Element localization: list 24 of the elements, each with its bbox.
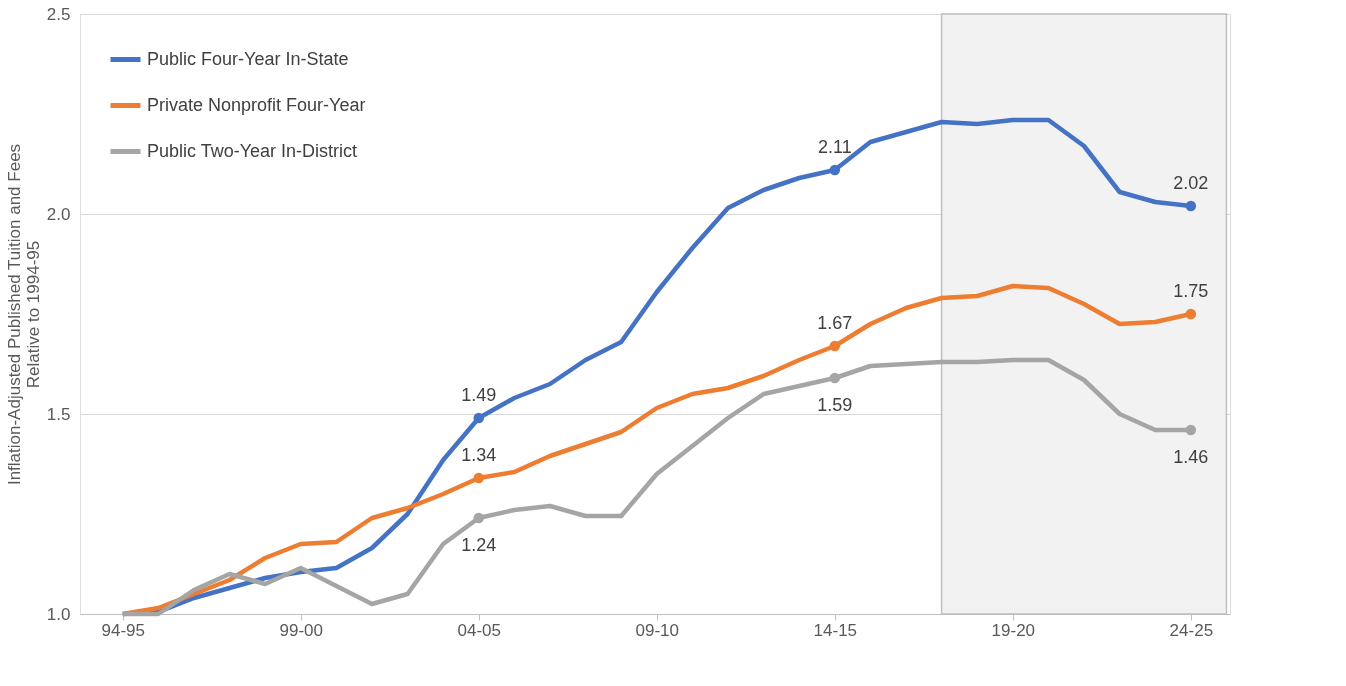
annotation: 1.34 [461,445,497,465]
x-tick-label: 19-20 [991,620,1036,640]
annotation: 2.02 [1173,173,1209,193]
y-tick-label: 1.0 [46,604,71,624]
x-tick-label: 99-00 [279,620,323,640]
x-tick-label: 09-10 [635,620,680,640]
legend-label: Public Two-Year In-District [147,140,358,161]
annotation: 1.24 [461,535,497,555]
x-tick-label: 24-25 [1169,620,1214,640]
y-axis-title: Inflation-Adjusted Published Tuition and Fees Relative to 1994-95 [4,143,43,486]
x-tick-label: 14-15 [813,620,858,640]
annotation: 1.49 [461,385,497,405]
annotation: 2.11 [817,137,852,157]
x-tick-label: 04-05 [457,620,501,640]
annotation: 1.67 [817,313,853,333]
x-tick-label: 94-95 [101,620,145,640]
y-tick-label: 1.5 [46,404,71,424]
y-tick-label: 2.0 [46,204,71,224]
annotation: 1.59 [817,395,853,415]
annotation: 1.75 [1173,281,1209,301]
annotation: 1.46 [1173,447,1209,467]
legend-label: Private Nonprofit Four-Year [147,94,366,115]
legend-label: Public Four-Year In-State [147,48,349,69]
y-tick-label: 2.5 [46,4,71,24]
